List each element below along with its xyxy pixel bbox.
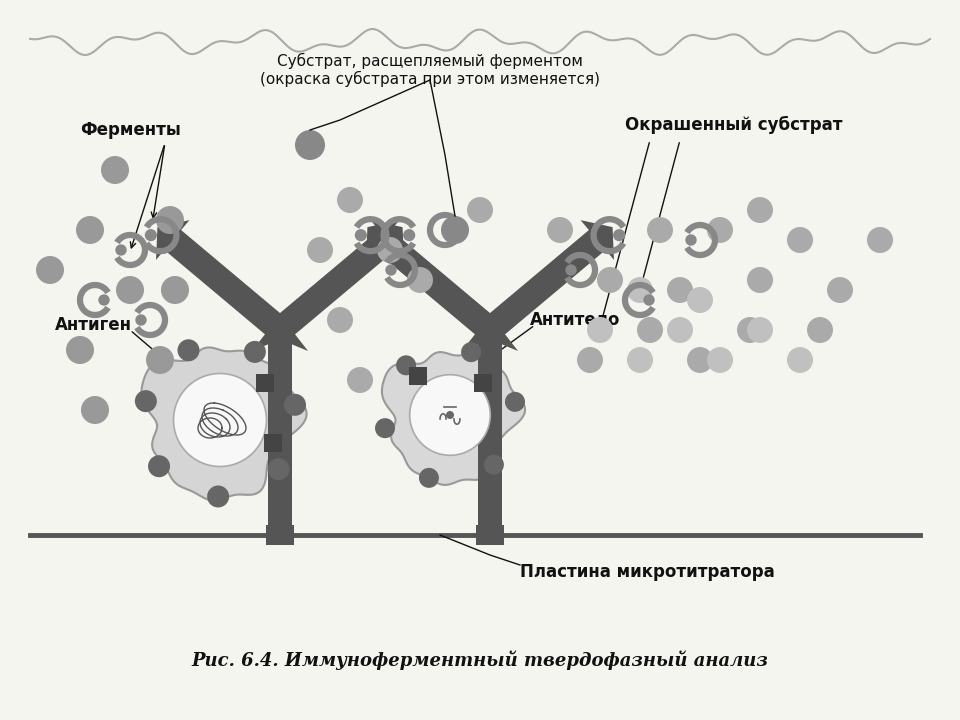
Circle shape xyxy=(36,256,64,284)
Circle shape xyxy=(484,455,504,474)
Circle shape xyxy=(587,317,613,343)
Polygon shape xyxy=(268,330,292,450)
Circle shape xyxy=(737,317,763,343)
Circle shape xyxy=(178,339,200,361)
Polygon shape xyxy=(263,433,281,451)
Circle shape xyxy=(647,217,673,243)
Polygon shape xyxy=(256,374,274,392)
Circle shape xyxy=(407,267,433,293)
Circle shape xyxy=(707,217,733,243)
Circle shape xyxy=(161,276,189,304)
Bar xyxy=(478,450,502,535)
Circle shape xyxy=(747,317,773,343)
Circle shape xyxy=(685,234,697,246)
Circle shape xyxy=(101,156,129,184)
Circle shape xyxy=(66,336,94,364)
Text: Окрашенный субстрат: Окрашенный субстрат xyxy=(625,116,843,134)
Circle shape xyxy=(327,307,353,333)
Polygon shape xyxy=(478,330,502,450)
Polygon shape xyxy=(141,348,306,500)
Circle shape xyxy=(446,411,454,419)
Bar xyxy=(268,450,292,535)
Circle shape xyxy=(156,206,184,234)
Text: Субстрат, расщепляемый ферментом
(окраска субстрата при этом изменяется): Субстрат, расщепляемый ферментом (окраск… xyxy=(260,53,600,87)
Text: Пластина микротитратора: Пластина микротитратора xyxy=(520,563,775,581)
Circle shape xyxy=(347,367,373,393)
Circle shape xyxy=(565,264,577,276)
Polygon shape xyxy=(382,352,525,485)
Circle shape xyxy=(687,347,713,373)
Polygon shape xyxy=(482,220,614,340)
Circle shape xyxy=(597,267,623,293)
Polygon shape xyxy=(252,330,308,351)
Circle shape xyxy=(396,355,416,375)
Text: Антитело: Антитело xyxy=(530,311,620,329)
Circle shape xyxy=(787,347,813,373)
Circle shape xyxy=(377,237,403,263)
Circle shape xyxy=(81,396,109,424)
Circle shape xyxy=(98,294,109,306)
Circle shape xyxy=(295,130,325,160)
Bar xyxy=(476,525,504,545)
Circle shape xyxy=(448,225,460,235)
Circle shape xyxy=(174,374,267,467)
Circle shape xyxy=(148,455,170,477)
Text: Антиген: Антиген xyxy=(55,316,132,334)
Circle shape xyxy=(268,458,290,480)
Polygon shape xyxy=(366,220,498,340)
Circle shape xyxy=(76,216,104,244)
Circle shape xyxy=(637,317,663,343)
Circle shape xyxy=(787,227,813,253)
Circle shape xyxy=(627,277,653,303)
Circle shape xyxy=(577,347,603,373)
Circle shape xyxy=(307,237,333,263)
Circle shape xyxy=(547,217,573,243)
Circle shape xyxy=(461,342,481,362)
Circle shape xyxy=(284,394,306,416)
Circle shape xyxy=(867,227,893,253)
Circle shape xyxy=(115,244,127,256)
Circle shape xyxy=(116,276,144,304)
Circle shape xyxy=(687,287,713,313)
Circle shape xyxy=(707,347,733,373)
Circle shape xyxy=(135,315,147,325)
Circle shape xyxy=(419,468,439,488)
Circle shape xyxy=(613,229,625,241)
Circle shape xyxy=(337,187,363,213)
Circle shape xyxy=(667,317,693,343)
Bar xyxy=(266,525,295,545)
Circle shape xyxy=(134,390,156,412)
Circle shape xyxy=(467,197,493,223)
Polygon shape xyxy=(156,220,288,340)
Circle shape xyxy=(643,294,655,306)
Circle shape xyxy=(747,267,773,293)
Circle shape xyxy=(207,485,229,508)
Polygon shape xyxy=(473,374,492,392)
Text: Рис. 6.4. Иммуноферментный твердофазный анализ: Рис. 6.4. Иммуноферментный твердофазный … xyxy=(192,650,768,670)
Circle shape xyxy=(747,197,773,223)
Circle shape xyxy=(827,277,853,303)
Circle shape xyxy=(807,317,833,343)
Polygon shape xyxy=(462,330,518,351)
Circle shape xyxy=(627,347,653,373)
Circle shape xyxy=(385,264,396,276)
Circle shape xyxy=(505,392,525,412)
Polygon shape xyxy=(272,220,404,340)
Circle shape xyxy=(146,346,174,374)
Circle shape xyxy=(375,418,395,438)
Circle shape xyxy=(441,216,469,244)
Circle shape xyxy=(244,341,266,363)
Circle shape xyxy=(403,229,416,241)
Circle shape xyxy=(355,229,367,241)
Text: Ферменты: Ферменты xyxy=(80,121,180,139)
Circle shape xyxy=(145,229,156,241)
Circle shape xyxy=(667,277,693,303)
Polygon shape xyxy=(409,367,426,385)
Circle shape xyxy=(410,374,491,455)
